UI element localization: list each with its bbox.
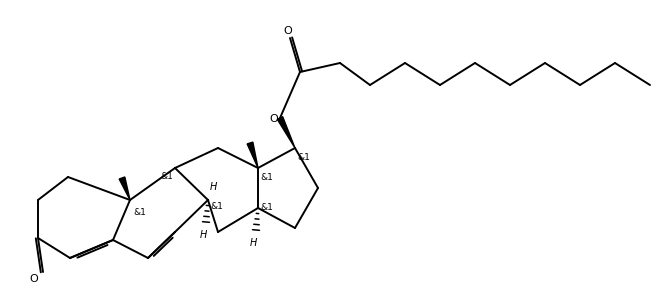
Text: &1: &1 <box>297 153 310 162</box>
Text: &1: &1 <box>133 208 146 217</box>
Polygon shape <box>119 177 130 200</box>
Text: O: O <box>269 114 278 124</box>
Polygon shape <box>277 117 295 148</box>
Text: H: H <box>210 182 217 192</box>
Text: H: H <box>249 238 257 248</box>
Text: O: O <box>29 274 38 284</box>
Text: &1: &1 <box>160 172 173 181</box>
Text: H: H <box>199 230 206 240</box>
Text: &1: &1 <box>260 203 273 212</box>
Text: &1: &1 <box>210 202 223 211</box>
Text: O: O <box>284 26 293 36</box>
Polygon shape <box>247 142 258 168</box>
Text: &1: &1 <box>260 173 273 182</box>
